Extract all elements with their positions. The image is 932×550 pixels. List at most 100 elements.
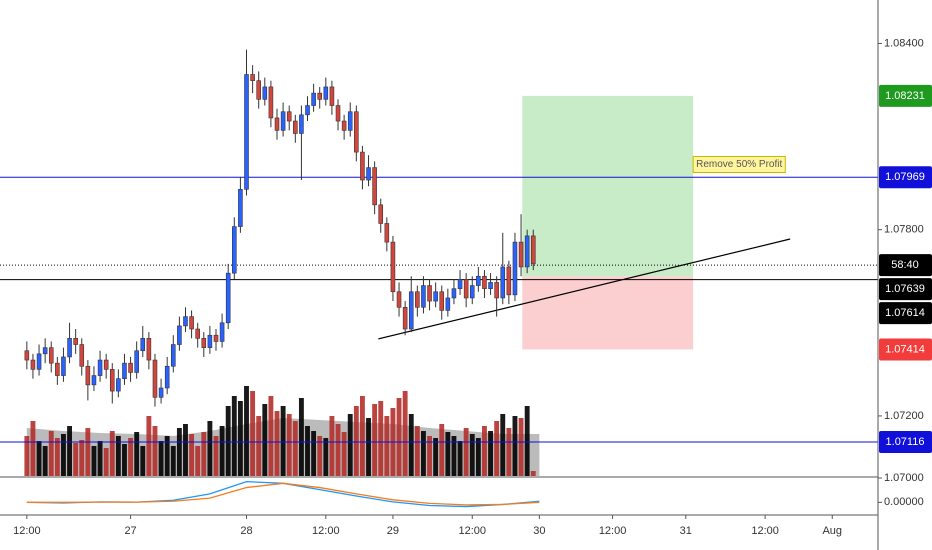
volume-bar [115, 436, 121, 476]
volume-bar [134, 432, 140, 476]
volume-bar [384, 416, 390, 476]
volume-bar [524, 406, 530, 476]
price-label: 1.07969 [885, 171, 925, 183]
indicator-line [26, 482, 540, 506]
volume-bar [24, 436, 30, 476]
volume-bar [128, 438, 134, 476]
candle-body [244, 74, 249, 190]
annotation-text: Remove 50% Profit [696, 159, 782, 170]
candle-body [177, 325, 182, 345]
candle-body [238, 189, 243, 227]
volume-bar [262, 404, 268, 476]
volume-bar [433, 438, 439, 476]
candle-body [207, 334, 213, 348]
candle-body [219, 322, 225, 342]
price-label-box [879, 166, 932, 189]
volume-bar [201, 432, 207, 476]
volume-bar [323, 438, 329, 476]
volume-bar [54, 438, 60, 476]
candle-body [439, 291, 445, 311]
candle-body [372, 167, 377, 206]
candle-body [366, 167, 371, 181]
candle-body [457, 279, 463, 289]
volume-bar [305, 426, 310, 476]
volume-bar [488, 431, 493, 476]
candle-body [299, 114, 304, 134]
candle-body [170, 344, 176, 367]
volume-bar [359, 396, 365, 476]
price-label-box [879, 278, 932, 301]
candle-body [305, 105, 310, 116]
volume-bar [207, 421, 213, 476]
volume-bar [189, 434, 195, 476]
candle-body [524, 235, 530, 268]
volume-bar [85, 428, 91, 476]
candle-body [73, 338, 78, 345]
volume-bar [48, 431, 54, 476]
candle-body [85, 365, 91, 386]
price-label: 1.07414 [885, 343, 925, 355]
volume-bar [439, 424, 445, 476]
volume-bar [518, 418, 524, 476]
axis-layer: 1.08400 1.07800 1.07200 1.07000 0.00000 12:00… [13, 37, 932, 537]
volume-bar [500, 414, 506, 476]
volume-bar [73, 443, 79, 476]
candle-body [195, 328, 200, 339]
candle-body [408, 291, 414, 330]
price-label: 1.07639 [885, 283, 925, 295]
line-layer: Remove 50% Profit [0, 156, 878, 443]
volume-bar [195, 446, 201, 476]
volume-bar [122, 444, 127, 476]
candle-body [317, 92, 322, 100]
candle-body [158, 387, 164, 398]
volume-bar [97, 441, 103, 476]
volume-bar [445, 432, 451, 476]
volume-bar [292, 421, 298, 476]
volume-bar [42, 446, 48, 476]
volume-bar [170, 446, 176, 476]
volume-bar [225, 406, 231, 476]
candle-body [396, 291, 402, 308]
candle-body [232, 226, 237, 274]
volume-bar [231, 396, 237, 476]
volume-bar [372, 404, 378, 476]
volume-bar [219, 426, 225, 476]
volume-bar [378, 401, 384, 476]
candle-body [421, 285, 426, 308]
volume-bar [469, 434, 475, 476]
candle-body [506, 266, 512, 296]
candle-body [329, 86, 335, 106]
candle-body [500, 266, 506, 299]
y-tick-label: 1.08400 [884, 37, 924, 49]
x-tick-label: 12:00 [458, 525, 486, 537]
price-label: 1.07614 [885, 307, 925, 319]
price-label-box [879, 430, 932, 453]
price-label: 1.08231 [885, 90, 925, 102]
trend-line [378, 238, 791, 340]
candle-body [97, 359, 103, 376]
volume-bar [158, 441, 164, 476]
volume-bar [530, 471, 536, 476]
x-tick-label: 12:00 [751, 525, 779, 537]
candle-body [109, 369, 115, 392]
volume-bar [61, 434, 66, 476]
candle-body [67, 338, 72, 358]
volume-bar [506, 428, 512, 476]
x-tick-label: 29 [387, 525, 399, 537]
candle-body [512, 241, 518, 296]
volume-bar [91, 446, 97, 476]
price-label-box [879, 254, 932, 277]
candle-body [42, 347, 48, 355]
volume-bar [268, 396, 274, 476]
volume-bar [298, 398, 304, 476]
volume-bar [402, 391, 408, 476]
candle-body [494, 282, 499, 299]
volume-bar [146, 416, 152, 476]
candle-body [262, 86, 268, 100]
volume-bar [341, 432, 347, 476]
price-label-box [879, 84, 932, 107]
candle-body [335, 105, 341, 122]
volume-bar [274, 411, 280, 476]
volume-bar [250, 391, 256, 476]
